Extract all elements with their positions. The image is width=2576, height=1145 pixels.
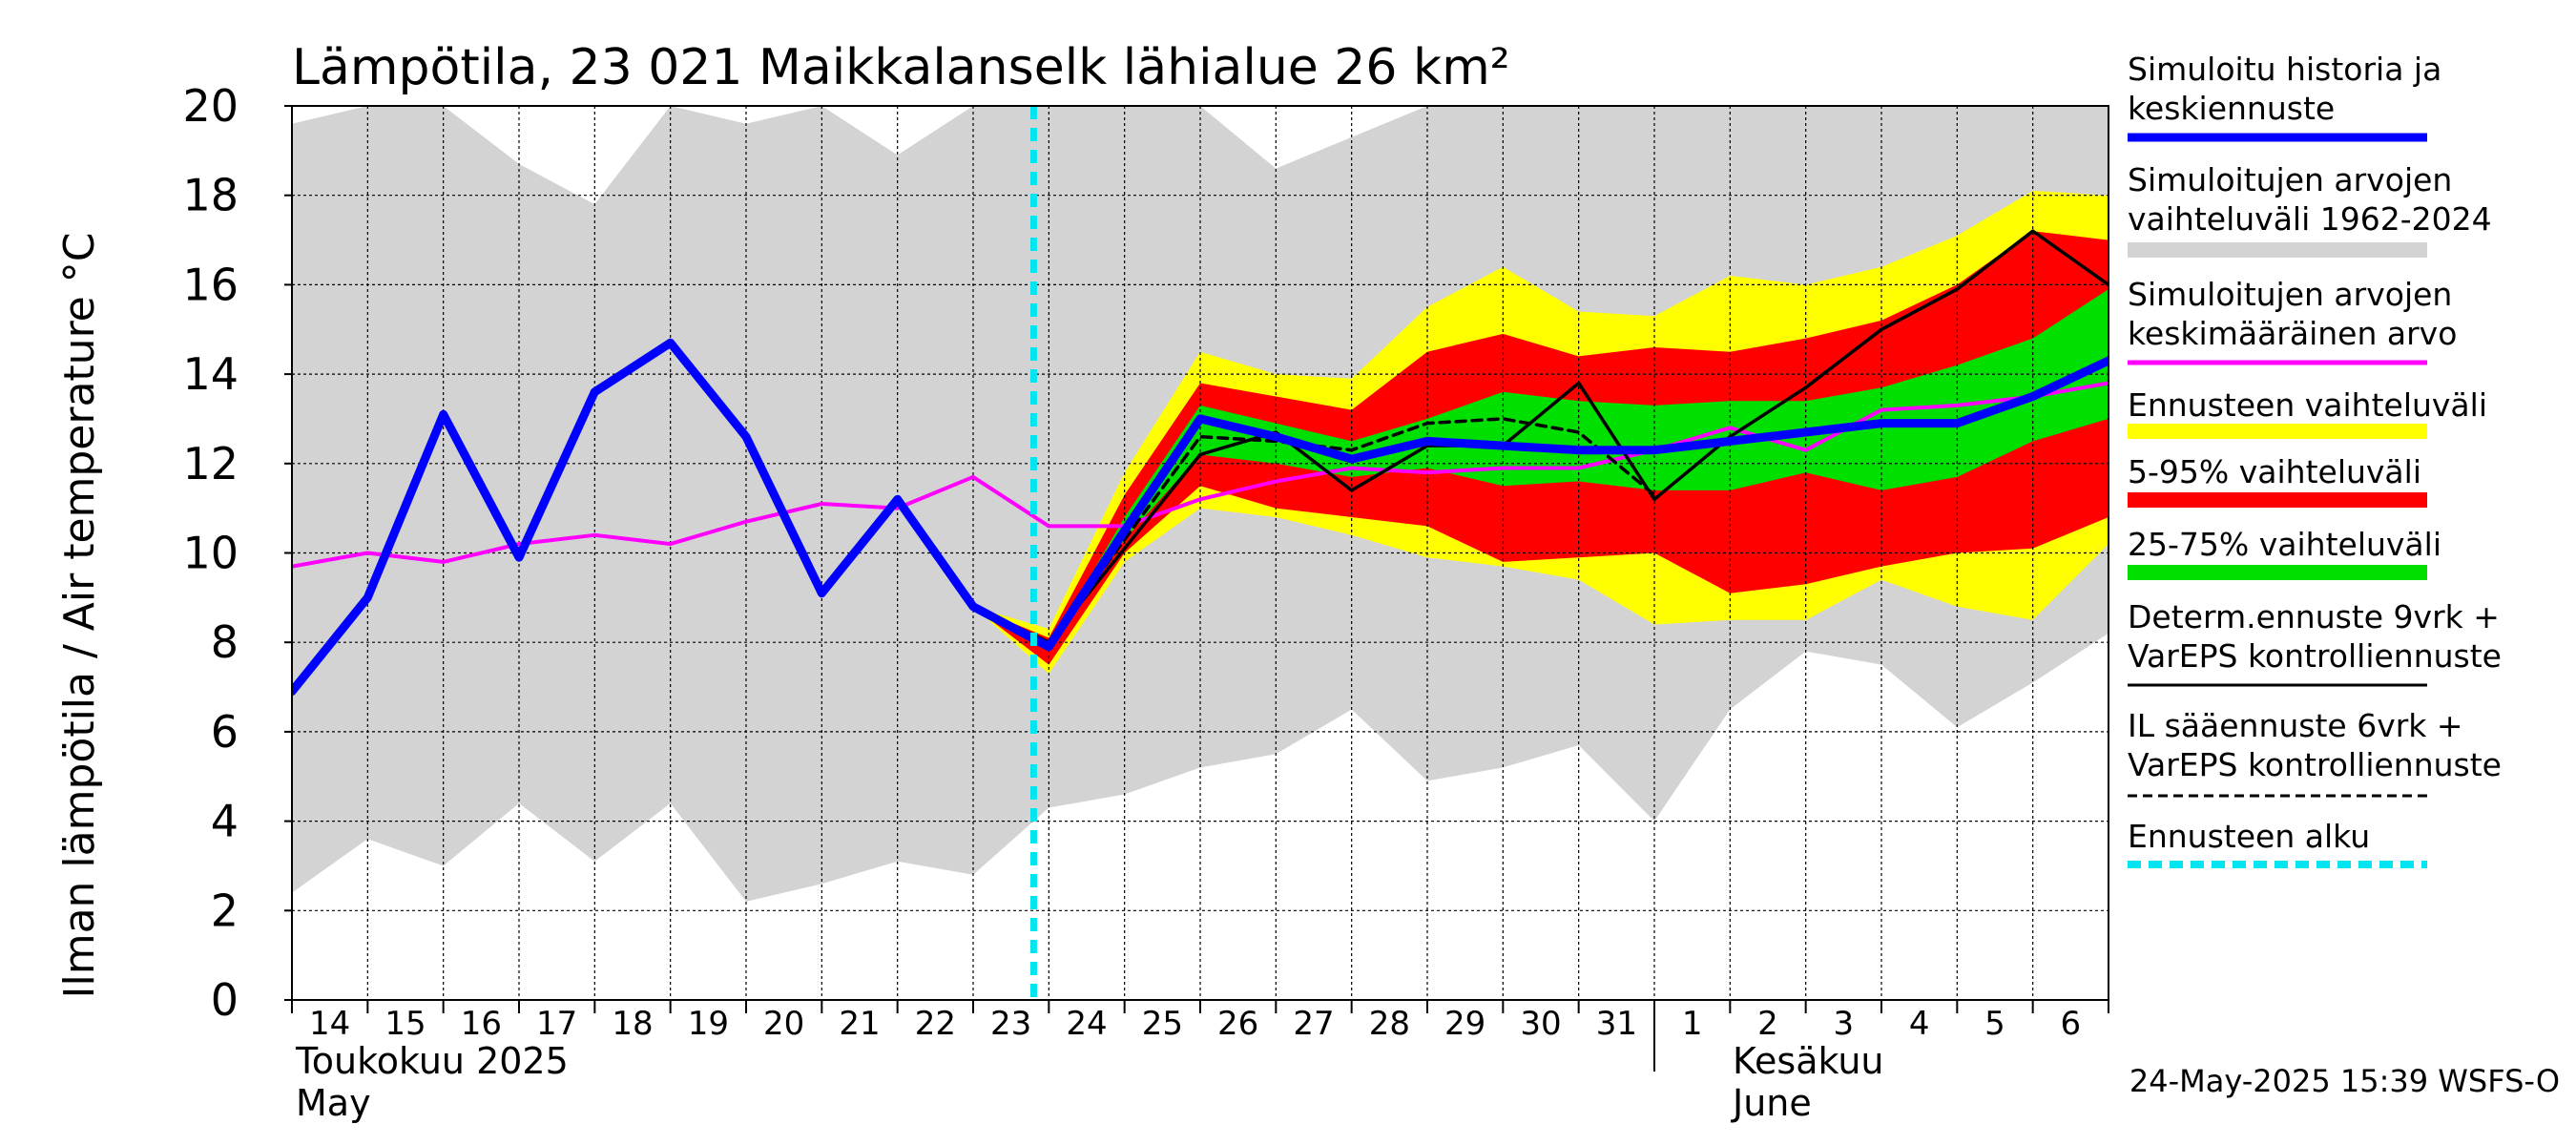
p25-75-band: [973, 289, 2109, 652]
grid: [292, 106, 2109, 1000]
y-tick-label: 4: [211, 796, 239, 847]
legend-swatch: [2128, 492, 2427, 508]
y-tick-label: 14: [182, 348, 239, 400]
legend-swatch: [2128, 424, 2427, 439]
deterministic-series-line: [971, 229, 2109, 644]
x-tick-label: 3: [1834, 1005, 1855, 1043]
y-tick-label: 12: [182, 438, 239, 489]
legend-label: keskiennuste: [2128, 90, 2335, 127]
x-tick-label: 20: [763, 1005, 804, 1043]
legend-label: vaihteluväli 1962-2024: [2128, 200, 2492, 238]
legend-swatch: [2128, 565, 2427, 580]
month-label-may-fi: Toukokuu 2025: [295, 1040, 569, 1082]
legend-label: Simuloitujen arvojen: [2128, 161, 2452, 198]
x-tick-label: 19: [688, 1005, 729, 1043]
history-median-series-line: [292, 338, 2109, 697]
y-tick-label: 16: [182, 259, 239, 310]
y-tick-label: 6: [211, 706, 239, 758]
month-label-may-en: May: [296, 1082, 371, 1124]
legend-label: Ennusteen alku: [2128, 818, 2370, 855]
legend-label: Simuloitu historia ja: [2128, 51, 2441, 88]
y-tick-label: 8: [211, 616, 239, 668]
legend-label: VarEPS kontrolliennuste: [2128, 637, 2502, 675]
legend-swatch: [2128, 242, 2427, 258]
legend-label: IL sääennuste 6vrk +: [2128, 707, 2463, 744]
x-tick-label: 26: [1217, 1005, 1258, 1043]
x-tick-label: 29: [1444, 1005, 1485, 1043]
x-tick-label: 23: [990, 1005, 1031, 1043]
legend-label: 5-95% vaihteluväli: [2128, 453, 2421, 490]
x-tick-label: 25: [1142, 1005, 1183, 1043]
plot-area: [292, 106, 2109, 1000]
legend-label: keskimääräinen arvo: [2128, 315, 2457, 352]
legend-label: VarEPS kontrolliennuste: [2128, 746, 2502, 783]
chart-title: Lämpötila, 23 021 Maikkalanselk lähialue…: [292, 39, 1510, 96]
x-tick-label: 24: [1066, 1005, 1107, 1043]
x-tick-label: 1: [1682, 1005, 1703, 1043]
legend-label: Simuloitujen arvojen: [2128, 276, 2452, 313]
plot-content: [292, 106, 2109, 1000]
x-tick-label: 2: [1757, 1005, 1778, 1043]
mean-series-line: [292, 381, 2109, 569]
x-tick-label: 5: [1984, 1005, 2005, 1043]
y-tick-label: 10: [182, 528, 239, 579]
month-label-june-fi: Kesäkuu: [1733, 1040, 1884, 1082]
x-tick-label: 15: [384, 1005, 426, 1043]
legend-label: Determ.ennuste 9vrk +: [2128, 598, 2500, 635]
x-tick-label: 4: [1909, 1005, 1930, 1043]
month-label-june-en: June: [1731, 1082, 1812, 1124]
x-tick-label: 31: [1596, 1005, 1637, 1043]
x-tick-label: 16: [461, 1005, 502, 1043]
y-tick-label: 2: [211, 885, 239, 936]
y-axis-label: Ilman lämpötila / Air temperature °C: [55, 233, 104, 999]
timestamp: 24-May-2025 15:39 WSFS-O: [2129, 1063, 2560, 1099]
x-tick-label: 18: [612, 1005, 653, 1043]
legend-label: 25-75% vaihteluväli: [2128, 526, 2441, 563]
x-tick-label: 22: [915, 1005, 956, 1043]
x-tick-label: 27: [1293, 1005, 1334, 1043]
x-tick-label: 6: [2061, 1005, 2082, 1043]
x-tick-label: 17: [536, 1005, 577, 1043]
x-tick-label: 21: [839, 1005, 880, 1043]
y-tick-label: 18: [182, 170, 239, 221]
x-tick-label: 30: [1520, 1005, 1561, 1043]
y-tick-label: 0: [211, 974, 239, 1026]
x-tick-label: 14: [309, 1005, 350, 1043]
legend-label: Ennusteen vaihteluväli: [2128, 386, 2487, 424]
x-tick-label: 28: [1369, 1005, 1410, 1043]
y-tick-label: 20: [182, 80, 239, 132]
